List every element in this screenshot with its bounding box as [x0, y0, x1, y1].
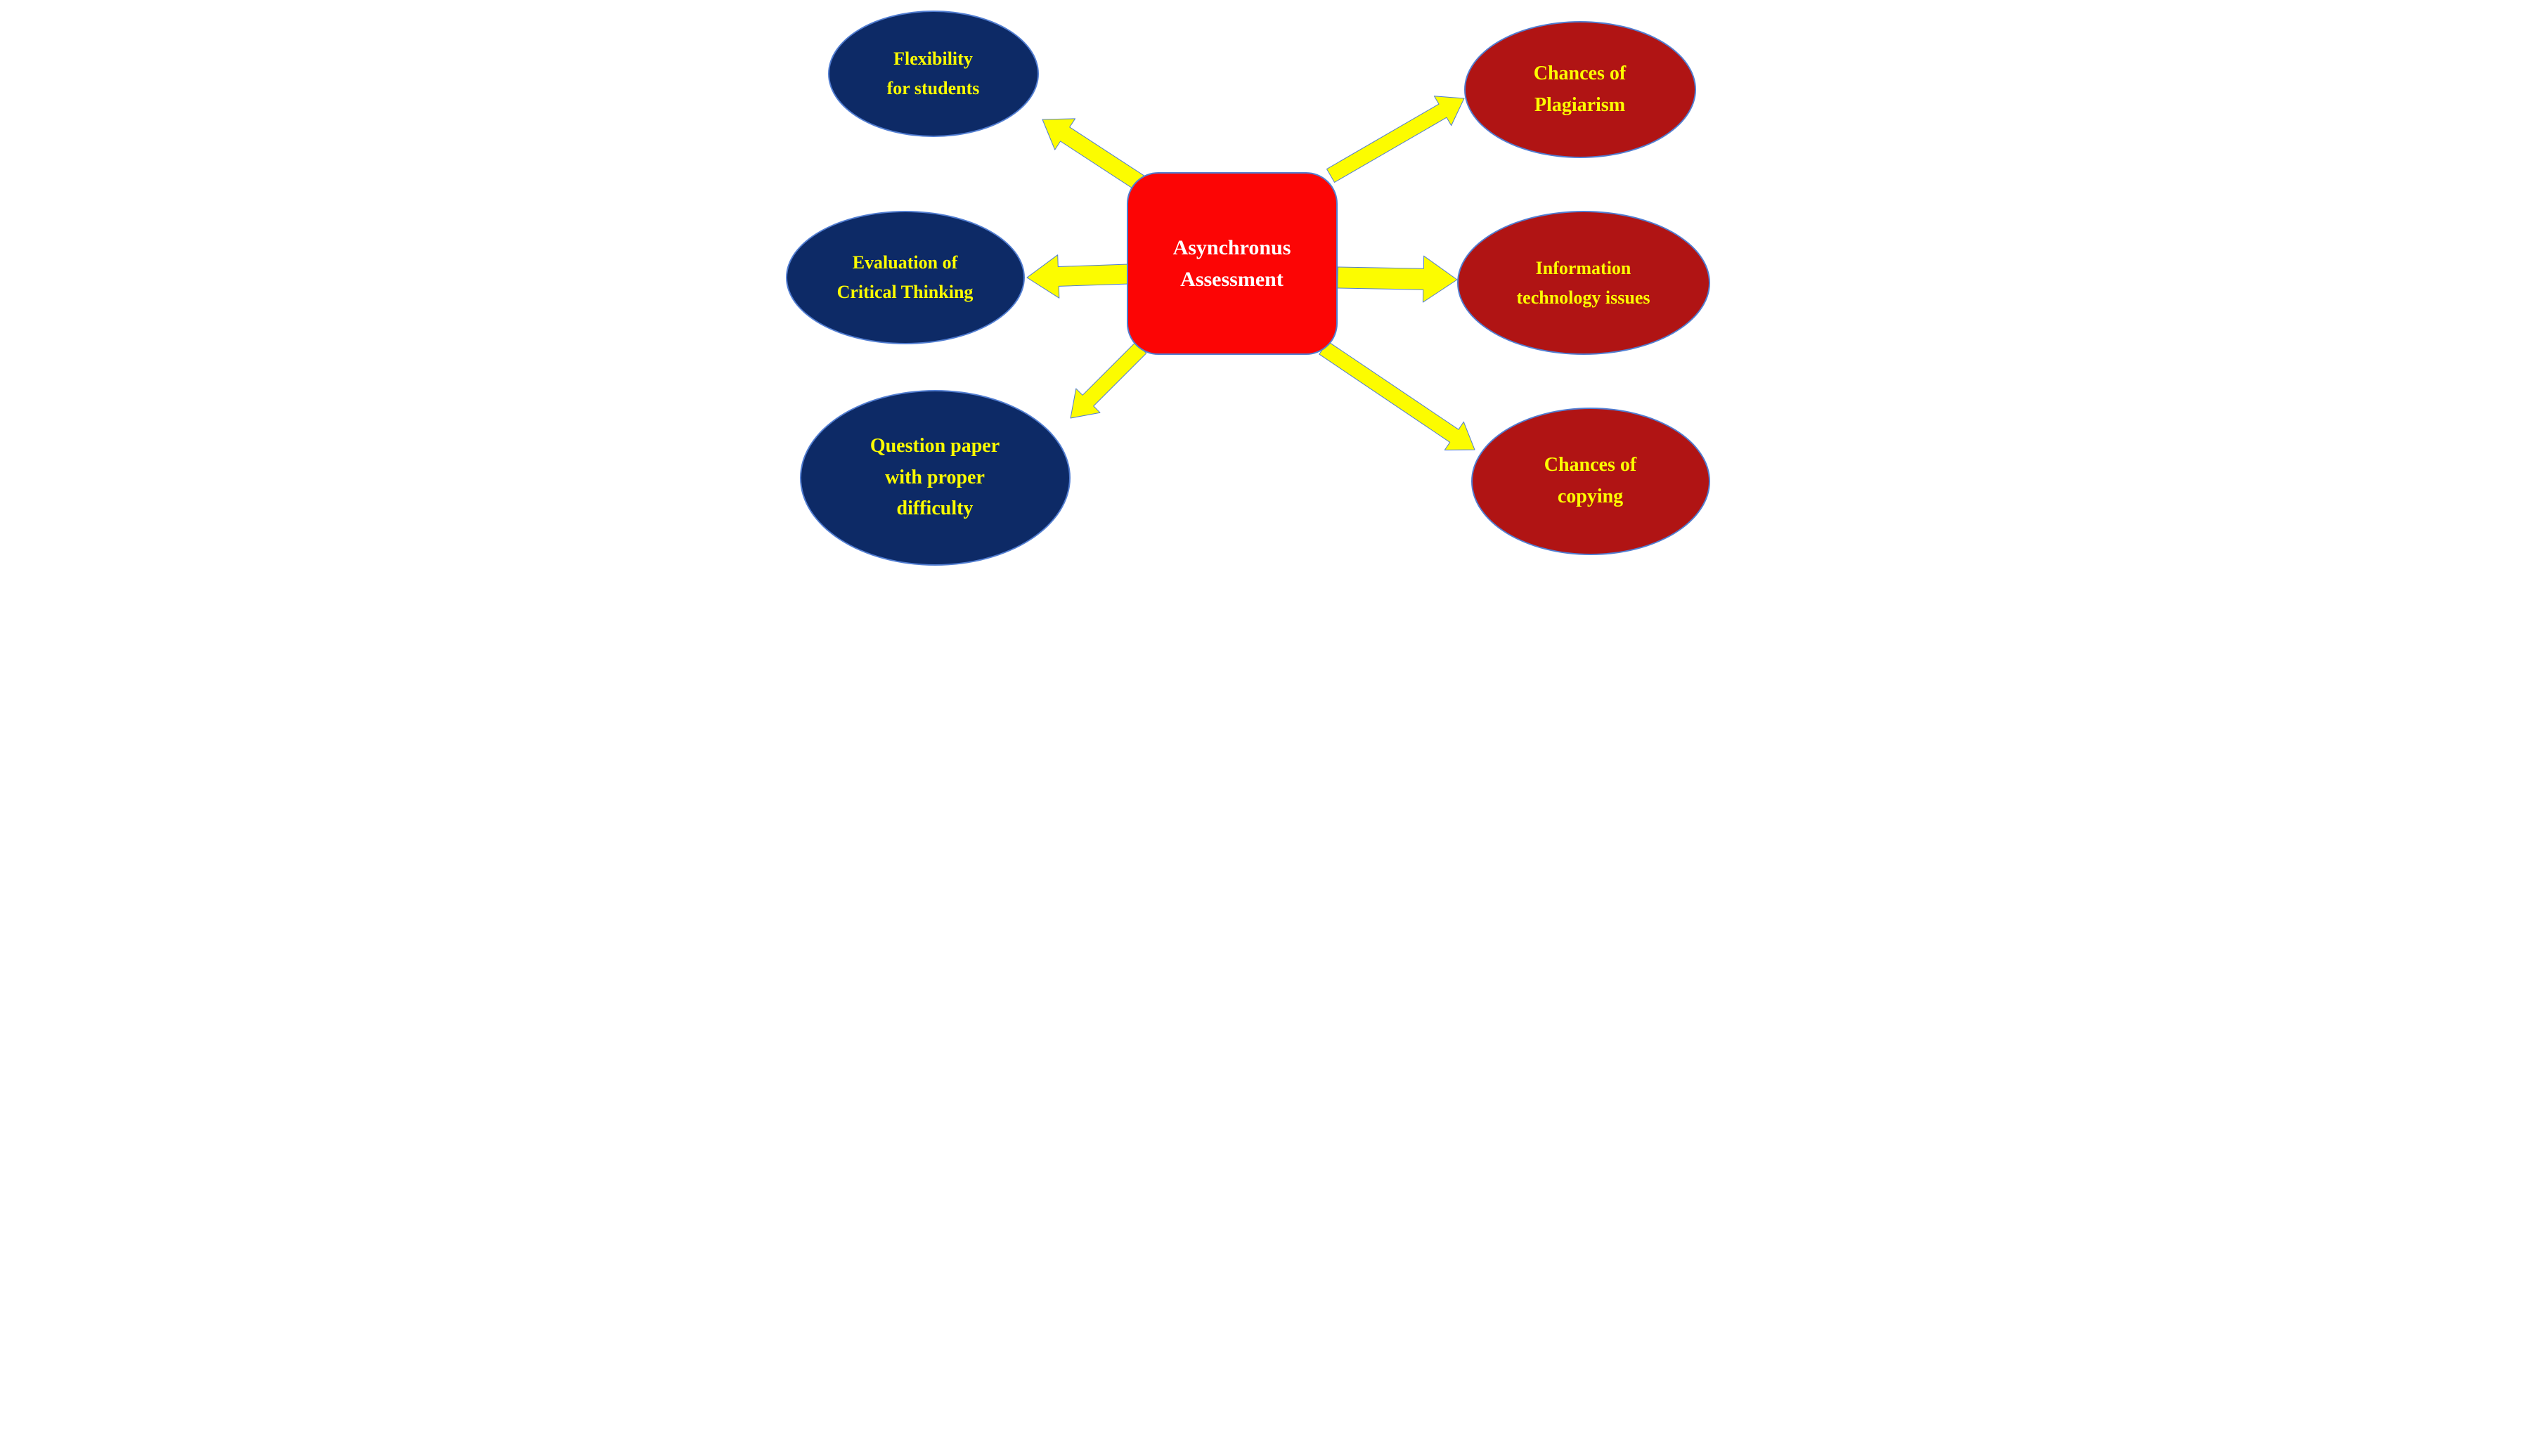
arrow-to-evaluation — [1027, 255, 1130, 299]
arrow-to-flexibility — [1042, 119, 1144, 190]
node-label: Informationtechnology issues — [1517, 254, 1650, 312]
center-node-label: AsynchronusAssessment — [1173, 232, 1291, 295]
node-copying: Chances ofcopying — [1471, 408, 1710, 555]
node-flexibility: Flexibilityfor students — [828, 11, 1039, 137]
arrow-to-it-issues — [1337, 256, 1456, 302]
node-label: Evaluation ofCritical Thinking — [837, 248, 974, 306]
arrow-to-question — [1071, 342, 1146, 418]
node-label: Chances ofPlagiarism — [1534, 58, 1626, 122]
node-label: Chances ofcopying — [1544, 450, 1636, 513]
arrow-to-plagiarism — [1326, 96, 1464, 183]
node-question-paper: Question paperwith properdifficulty — [800, 390, 1071, 566]
center-node: AsynchronusAssessment — [1127, 172, 1338, 355]
node-label: Question paperwith properdifficulty — [870, 431, 1000, 525]
diagram-canvas: AsynchronusAssessment Flexibilityfor stud… — [747, 0, 1788, 597]
arrow-to-copying — [1319, 342, 1474, 450]
node-it-issues: Informationtechnology issues — [1457, 211, 1710, 355]
node-label: Flexibilityfor students — [887, 44, 980, 103]
node-plagiarism: Chances ofPlagiarism — [1464, 21, 1696, 158]
node-evaluation: Evaluation ofCritical Thinking — [786, 211, 1025, 344]
